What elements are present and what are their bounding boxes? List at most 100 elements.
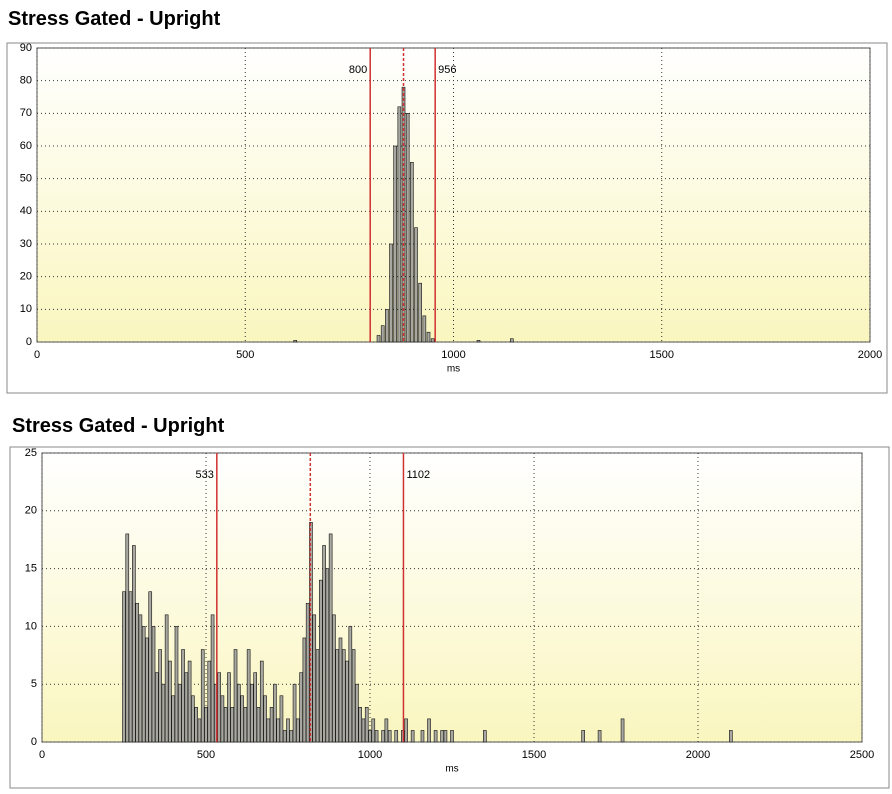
bar [422, 315, 427, 343]
bar [380, 325, 385, 343]
chart-title: Stress Gated - Upright [8, 8, 221, 30]
bar [122, 591, 126, 743]
bar [443, 730, 448, 743]
marker-label: 533 [195, 469, 213, 481]
bar [312, 614, 317, 743]
y-tick-label: 20 [25, 505, 37, 517]
bar [174, 626, 179, 743]
x-tick-label: 1500 [522, 749, 546, 761]
y-tick-label: 25 [25, 447, 37, 459]
y-tick-label: 0 [26, 336, 32, 348]
x-tick-label: 0 [39, 749, 45, 761]
bar [230, 707, 235, 743]
bar [253, 672, 257, 743]
x-tick-label: 1000 [358, 749, 382, 761]
bar [325, 568, 330, 743]
bar [132, 545, 136, 743]
bar [135, 602, 139, 743]
bar [128, 591, 133, 743]
bar [155, 672, 159, 743]
bar [364, 707, 369, 743]
bar [299, 672, 303, 743]
bar [418, 282, 422, 343]
bar [141, 626, 146, 743]
bar [168, 660, 172, 743]
bar [233, 649, 238, 743]
bar [191, 695, 195, 743]
bar [381, 730, 385, 743]
bar [243, 707, 248, 743]
bar [220, 695, 225, 743]
bar [210, 614, 215, 743]
chart-title: Stress Gated - Upright [12, 415, 225, 437]
bar [328, 533, 333, 743]
bar [263, 695, 267, 743]
marker-label: 1102 [406, 469, 430, 481]
y-tick-label: 10 [20, 303, 32, 315]
bar [266, 718, 271, 743]
bar [450, 730, 454, 743]
bar [371, 718, 376, 743]
bar [597, 730, 602, 743]
bar [397, 106, 402, 343]
bar [368, 730, 372, 743]
bar [171, 695, 175, 743]
bar [426, 331, 431, 343]
bar [125, 533, 130, 743]
bar [246, 649, 251, 743]
y-tick-label: 20 [20, 271, 32, 283]
y-tick-label: 40 [20, 205, 32, 217]
bar [286, 718, 290, 743]
bar [227, 672, 231, 743]
bar [476, 340, 481, 343]
bar [240, 695, 244, 743]
marker-label: 956 [438, 64, 456, 76]
bar [440, 730, 444, 743]
y-tick-label: 0 [31, 736, 37, 748]
x-axis-label: ms [445, 764, 458, 775]
bar [345, 660, 349, 743]
bar [273, 683, 277, 743]
bar [332, 614, 336, 743]
x-tick-label: 2000 [686, 749, 710, 761]
x-tick-label: 2500 [850, 749, 874, 761]
bar [394, 730, 399, 743]
bar [414, 227, 418, 343]
bar [292, 683, 297, 743]
bar [148, 591, 153, 743]
bar [361, 718, 366, 743]
bar [237, 683, 241, 743]
bar [376, 335, 381, 343]
bar [305, 602, 310, 743]
bar [581, 730, 586, 743]
bar [322, 545, 326, 743]
bar [384, 718, 389, 743]
y-tick-label: 70 [20, 107, 32, 119]
bar [279, 695, 284, 743]
y-tick-label: 60 [20, 140, 32, 152]
y-tick-label: 50 [20, 173, 32, 185]
x-tick-label: 1000 [441, 349, 465, 361]
bar [348, 626, 353, 743]
x-tick-label: 0 [34, 349, 40, 361]
bar [620, 718, 625, 743]
bar [177, 683, 182, 743]
bar [293, 340, 298, 343]
y-tick-label: 10 [25, 620, 37, 632]
bar [335, 649, 340, 743]
y-tick-label: 80 [20, 75, 32, 87]
bar [420, 730, 425, 743]
bar [256, 707, 261, 743]
bar [482, 730, 487, 743]
bar [358, 707, 362, 743]
bar [728, 730, 733, 743]
bar [194, 707, 198, 743]
x-tick-label: 500 [236, 349, 254, 361]
bar [338, 637, 343, 743]
bar [197, 718, 202, 743]
bar [217, 672, 221, 743]
x-tick-label: 500 [197, 749, 215, 761]
bar [355, 683, 359, 743]
bar [387, 730, 392, 743]
